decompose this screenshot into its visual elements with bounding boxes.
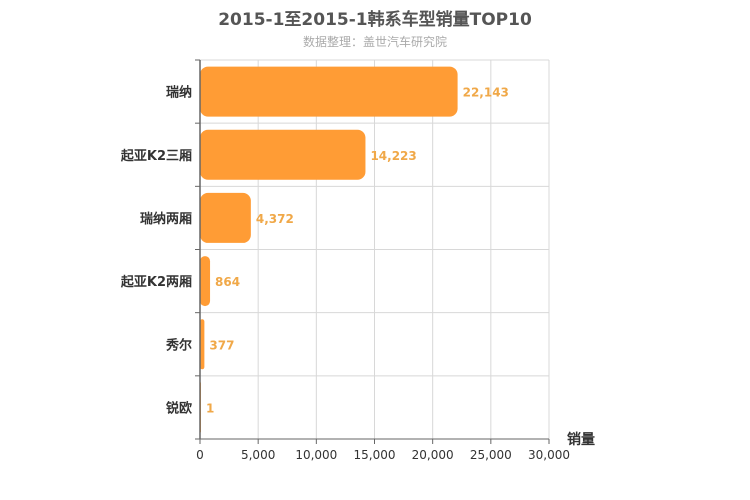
value-label: 4,372 <box>256 212 294 226</box>
category-label: 秀尔 <box>165 337 192 353</box>
axes <box>195 59 550 444</box>
category-label: 锐欧 <box>166 400 192 416</box>
x-tick-label: 5,000 <box>241 448 275 462</box>
x-tick-label: 25,000 <box>470 448 512 462</box>
x-axis-title: 销量 <box>567 431 595 448</box>
bar <box>200 192 251 243</box>
bar <box>200 319 205 370</box>
bar <box>200 129 366 180</box>
x-tick-label: 30,000 <box>528 448 570 462</box>
value-label: 864 <box>215 275 240 289</box>
category-label: 起亚K2三厢 <box>120 148 192 164</box>
category-label: 起亚K2两厢 <box>120 274 192 290</box>
labels: 瑞纳 22,143 起亚K2三厢 14,223 瑞纳两厢 4,372 起亚K2两厢 864 秀尔… <box>120 85 570 462</box>
value-label: 14,223 <box>370 149 416 163</box>
category-label: 瑞纳两厢 <box>140 211 192 227</box>
category-label: 瑞纳 <box>166 85 192 101</box>
bar <box>200 66 458 117</box>
chart-subtitle: 数据整理：盖世汽车研究院 <box>302 35 447 49</box>
value-label: 22,143 <box>463 86 509 100</box>
x-tick-label: 15,000 <box>354 448 396 462</box>
x-tick-label: 20,000 <box>412 448 454 462</box>
bar <box>200 256 211 307</box>
chart-title: 2015-1至2015-1韩系车型销量TOP10 <box>218 10 532 30</box>
bars <box>200 66 458 433</box>
x-tick-label: 0 <box>196 448 204 462</box>
value-label: 1 <box>206 401 214 415</box>
x-tick-label: 10,000 <box>295 448 337 462</box>
value-label: 377 <box>209 338 234 352</box>
grid-lines <box>200 59 550 439</box>
